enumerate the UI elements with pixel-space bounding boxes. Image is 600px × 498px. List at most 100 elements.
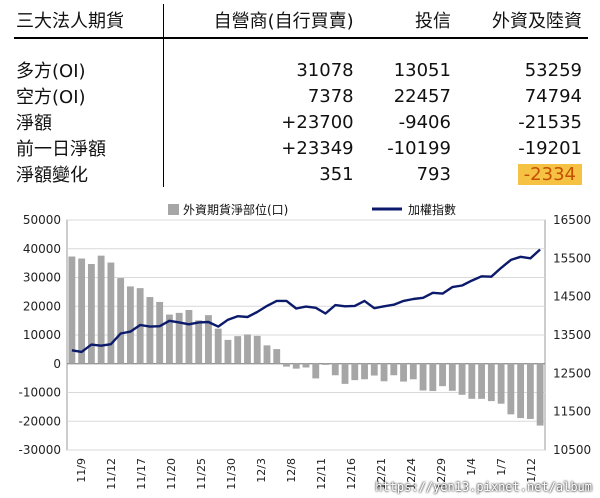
bar (448, 363, 456, 391)
y-right-tick-label: 15500 (553, 251, 591, 265)
y-left-tick-label: -20000 (18, 414, 61, 428)
legend-bar-label: 外資期貨淨部位(口) (183, 202, 288, 217)
bar (263, 345, 271, 364)
bar (429, 363, 437, 392)
table-row: 前一日淨額 +23349 -10199 -19201 (14, 135, 588, 161)
highlighted-net-change: -2334 (517, 163, 582, 185)
y-right-tick-label: 14500 (553, 290, 591, 304)
x-tick-label: 11/20 (165, 458, 178, 490)
bar (234, 336, 242, 364)
y-right-tick-label: 13500 (553, 328, 591, 342)
row-label: 前一日淨額 (14, 135, 165, 161)
header-dealers: 自營商(自行買賣) (163, 4, 360, 39)
bar (68, 256, 76, 364)
x-tick-label: 12/11 (315, 458, 328, 490)
bar (390, 363, 398, 376)
x-tick-label: 12/8 (285, 458, 298, 483)
y-left-tick-label: 0 (53, 357, 61, 371)
y-left-tick-label: 50000 (23, 213, 61, 227)
row-label: 空方(OI) (14, 83, 165, 109)
cell-value: 53259 (524, 59, 582, 81)
x-tick-label: 11/12 (105, 458, 118, 490)
cell-value: 74794 (524, 85, 582, 107)
cell-value: -9406 (398, 111, 451, 133)
bar (439, 363, 446, 387)
bar (107, 262, 115, 364)
legend-bar-swatch (168, 204, 179, 215)
header-category: 三大法人期貨 (14, 4, 165, 39)
bar (507, 363, 515, 415)
y-right-tick-label: 10500 (553, 443, 591, 457)
table-row: 淨額變化 351 793 -2334 (14, 161, 588, 187)
cell-value: 793 (416, 163, 451, 185)
x-tick-label: 1/4 (465, 458, 478, 476)
x-tick-label: 12/29 (435, 458, 448, 490)
x-tick-label: 1/7 (495, 458, 508, 476)
bar (517, 363, 525, 419)
table-row: 空方(OI) 7378 22457 74794 (14, 83, 588, 109)
x-tick-label: 12/24 (405, 458, 418, 490)
bar (195, 320, 203, 364)
cell-value: -10199 (387, 137, 451, 159)
cell-value: 7378 (307, 85, 354, 107)
bar (253, 335, 261, 364)
bar (351, 363, 359, 381)
y-left-tick-label: -10000 (18, 386, 61, 400)
bar (312, 363, 320, 379)
cell-value: 351 (319, 163, 354, 185)
x-tick-label: 1/12 (525, 458, 538, 483)
watermark-url: https://yen13.pixnet.net/album (375, 480, 592, 494)
cell-value: -19201 (518, 137, 582, 159)
bar (205, 315, 212, 364)
x-tick-label: 11/17 (135, 458, 148, 490)
bar (97, 255, 105, 364)
header-foreign-investors: 外資及陸資 (456, 4, 588, 39)
bar (331, 363, 339, 376)
row-label: 淨額 (14, 109, 165, 135)
cell-value-highlighted: -2334 (457, 161, 588, 187)
y-right-tick-label: 16500 (553, 213, 591, 227)
bar (185, 309, 193, 364)
y-right-tick-label: 11500 (553, 405, 591, 419)
bar (458, 363, 466, 395)
bar (214, 328, 222, 364)
x-tick-label: 11/25 (195, 458, 208, 490)
y-left-tick-label: 40000 (23, 242, 61, 256)
row-label: 多方(OI) (14, 57, 165, 83)
bar (380, 363, 388, 382)
bar (117, 278, 125, 364)
bar (419, 363, 427, 391)
bar (78, 258, 86, 364)
bar (497, 363, 505, 404)
bar (146, 297, 154, 364)
index-line (71, 248, 541, 354)
x-tick-label: 11/9 (75, 458, 88, 483)
x-tick-label: 12/16 (345, 458, 358, 490)
table-row: 多方(OI) 31078 13051 53259 (14, 57, 588, 83)
y-left-tick-label: 30000 (23, 271, 61, 285)
bar (341, 363, 349, 384)
bar (361, 363, 368, 380)
bar (322, 363, 329, 365)
bar (409, 363, 417, 380)
legend-line-label: 加權指數 (408, 202, 456, 217)
bar (292, 363, 300, 369)
bar (224, 339, 232, 364)
header-investment-trust: 投信 (359, 4, 457, 39)
cell-value: 22457 (393, 85, 451, 107)
bar (370, 363, 378, 376)
y-left-tick-label: 20000 (23, 299, 61, 313)
bar (283, 363, 290, 367)
x-tick-label: 11/30 (225, 458, 238, 490)
bar (126, 286, 134, 364)
bar (175, 312, 183, 364)
cell-value: 31078 (296, 59, 354, 81)
cell-value: +23700 (281, 111, 354, 133)
institutional-futures-table: 三大法人期貨 自營商(自行買賣) 投信 外資及陸資 多方(OI) 31078 1… (14, 4, 588, 187)
bar (400, 363, 407, 382)
bar (526, 363, 534, 419)
y-left-tick-label: 10000 (23, 328, 61, 342)
y-right-tick-label: 12500 (553, 366, 591, 380)
bar (468, 363, 476, 399)
bar (536, 363, 544, 426)
